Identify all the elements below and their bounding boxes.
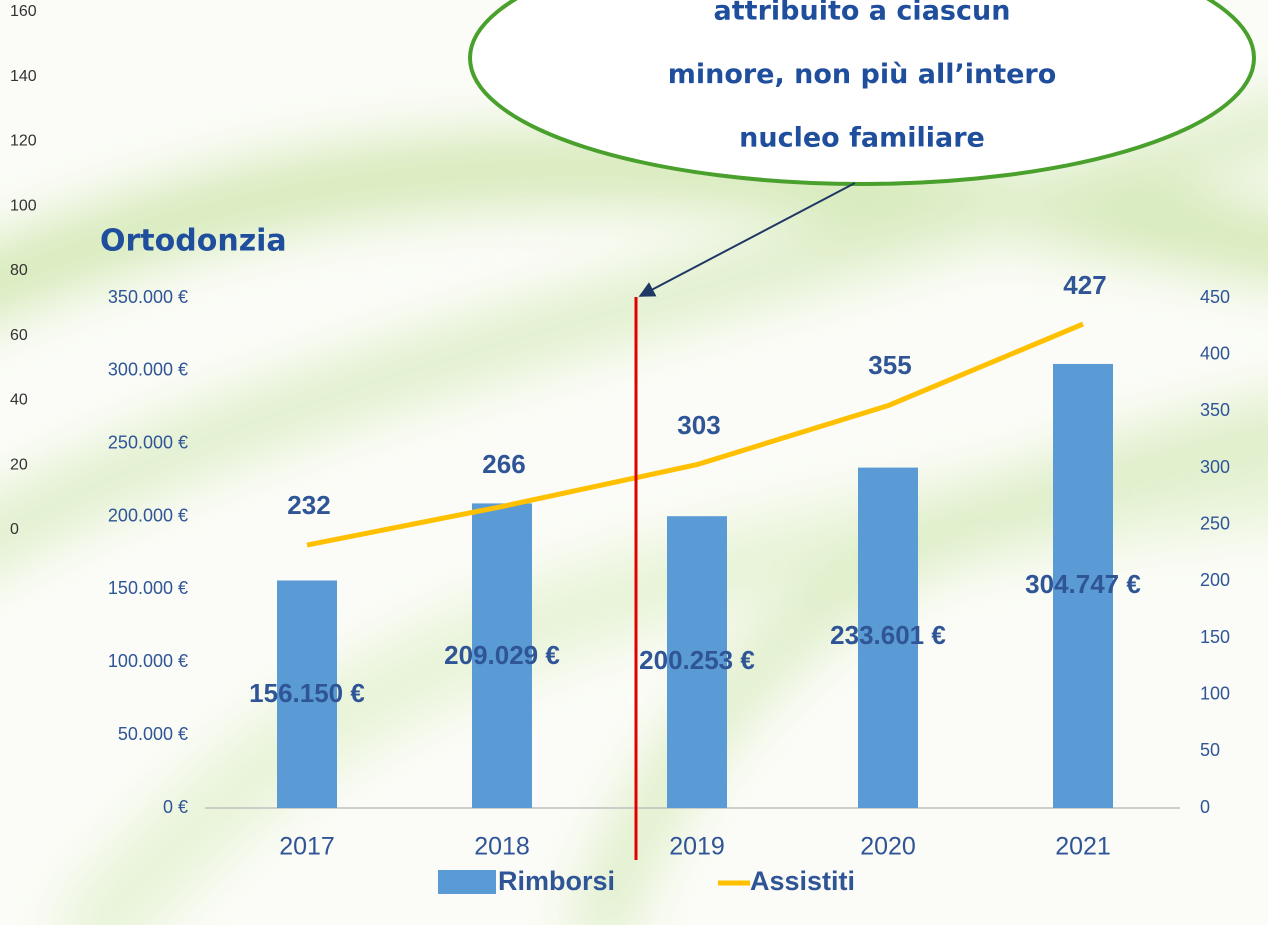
y2-tick-label: 300 xyxy=(1200,457,1230,477)
y2-tick-label: 150 xyxy=(1200,627,1230,647)
x-tick-label: 2021 xyxy=(1055,833,1111,861)
data-label: 209.029 € xyxy=(444,640,560,670)
x-tick-label: 2017 xyxy=(279,833,335,861)
bar xyxy=(277,580,337,808)
callout-text: attribuito a ciascun xyxy=(714,0,1011,27)
y2-tick-label: 200 xyxy=(1200,570,1230,590)
callout-arrow xyxy=(638,182,856,297)
chart-title: Ortodonzia xyxy=(100,224,287,259)
y-tick-label: 300.000 € xyxy=(108,360,188,380)
side-tick-label: 140 xyxy=(10,68,37,85)
legend-label: Assistiti xyxy=(750,866,855,896)
y-tick-label: 350.000 € xyxy=(108,287,188,307)
legend-label: Rimborsi xyxy=(498,866,615,896)
y2-tick-label: 0 xyxy=(1200,797,1210,817)
data-label: 303 xyxy=(677,410,720,440)
data-label: 304.747 € xyxy=(1025,569,1141,599)
data-label: 200.253 € xyxy=(639,645,755,675)
y-tick-label: 250.000 € xyxy=(108,432,188,452)
side-tick-label: 20 xyxy=(10,456,28,473)
side-tick-label: 100 xyxy=(10,197,37,214)
x-tick-label: 2018 xyxy=(474,833,530,861)
y-tick-label: 150.000 € xyxy=(108,578,188,598)
y2-tick-label: 50 xyxy=(1200,740,1220,760)
y2-tick-label: 400 xyxy=(1200,343,1230,363)
side-tick-label: 120 xyxy=(10,133,37,150)
y-tick-label: 200.000 € xyxy=(108,505,188,525)
y2-tick-label: 250 xyxy=(1200,513,1230,533)
data-label: 232 xyxy=(287,490,330,520)
callout-text: nucleo familiare xyxy=(739,123,985,154)
legend-swatch xyxy=(438,870,496,894)
callout xyxy=(468,0,1256,186)
callout-text: minore, non più all’intero xyxy=(668,59,1057,90)
bar xyxy=(858,467,918,808)
y-tick-label: 0 € xyxy=(163,797,188,817)
data-label: 427 xyxy=(1063,270,1106,300)
bar xyxy=(1053,363,1113,808)
bar xyxy=(667,516,727,808)
y-tick-label: 100.000 € xyxy=(108,651,188,671)
side-tick-label: 80 xyxy=(10,262,28,279)
side-tick-label: 0 xyxy=(10,521,19,538)
y2-tick-label: 450 xyxy=(1200,287,1230,307)
side-tick-label: 160 xyxy=(10,3,37,20)
data-label: 233.601 € xyxy=(830,620,946,650)
x-tick-label: 2019 xyxy=(669,833,725,861)
data-label: 156.150 € xyxy=(249,678,365,708)
y2-tick-label: 100 xyxy=(1200,683,1230,703)
bar xyxy=(472,503,532,808)
side-tick-label: 60 xyxy=(10,327,28,344)
y2-tick-label: 350 xyxy=(1200,400,1230,420)
y-tick-label: 50.000 € xyxy=(118,724,188,744)
x-tick-label: 2020 xyxy=(860,833,916,861)
data-label: 266 xyxy=(482,449,525,479)
data-label: 355 xyxy=(868,350,911,380)
side-tick-label: 40 xyxy=(10,392,28,409)
line xyxy=(306,321,1084,548)
